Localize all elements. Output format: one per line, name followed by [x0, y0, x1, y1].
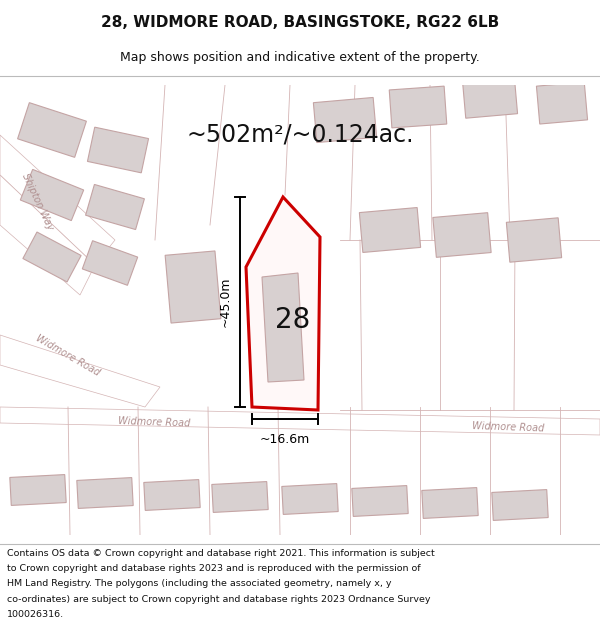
Text: 28: 28 [275, 306, 311, 334]
Polygon shape [144, 479, 200, 511]
Polygon shape [313, 98, 377, 142]
Text: Map shows position and indicative extent of the property.: Map shows position and indicative extent… [120, 51, 480, 64]
Polygon shape [359, 208, 421, 252]
Polygon shape [23, 232, 81, 282]
Text: Widmore Road: Widmore Road [472, 421, 545, 433]
Polygon shape [82, 241, 137, 285]
Text: 28, WIDMORE ROAD, BASINGSTOKE, RG22 6LB: 28, WIDMORE ROAD, BASINGSTOKE, RG22 6LB [101, 16, 499, 31]
Polygon shape [165, 251, 221, 323]
Text: co-ordinates) are subject to Crown copyright and database rights 2023 Ordnance S: co-ordinates) are subject to Crown copyr… [7, 594, 431, 604]
Polygon shape [422, 488, 478, 518]
Text: Widmore Road: Widmore Road [34, 332, 102, 378]
Polygon shape [492, 489, 548, 521]
Polygon shape [88, 127, 149, 173]
Text: 100026316.: 100026316. [7, 609, 64, 619]
Polygon shape [10, 474, 66, 506]
Text: Shipton Way: Shipton Way [20, 172, 56, 232]
Polygon shape [86, 184, 145, 229]
Polygon shape [463, 76, 518, 118]
Polygon shape [17, 102, 86, 158]
Text: Widmore Road: Widmore Road [118, 416, 191, 428]
Polygon shape [0, 335, 160, 407]
Text: ~16.6m: ~16.6m [260, 433, 310, 446]
Polygon shape [506, 217, 562, 262]
Polygon shape [212, 482, 268, 512]
Polygon shape [352, 486, 408, 516]
Polygon shape [77, 478, 133, 508]
Polygon shape [262, 273, 304, 382]
Polygon shape [433, 213, 491, 258]
Text: to Crown copyright and database rights 2023 and is reproduced with the permissio: to Crown copyright and database rights 2… [7, 564, 421, 574]
Polygon shape [0, 175, 95, 295]
Text: ~45.0m: ~45.0m [219, 277, 232, 328]
Text: ~502m²/~0.124ac.: ~502m²/~0.124ac. [186, 123, 414, 147]
Polygon shape [282, 484, 338, 514]
Polygon shape [536, 82, 587, 124]
Polygon shape [0, 407, 600, 435]
Polygon shape [389, 86, 447, 128]
Polygon shape [246, 197, 320, 410]
Polygon shape [20, 169, 83, 221]
Text: Contains OS data © Crown copyright and database right 2021. This information is : Contains OS data © Crown copyright and d… [7, 549, 435, 559]
Polygon shape [0, 135, 115, 265]
Text: HM Land Registry. The polygons (including the associated geometry, namely x, y: HM Land Registry. The polygons (includin… [7, 579, 392, 589]
